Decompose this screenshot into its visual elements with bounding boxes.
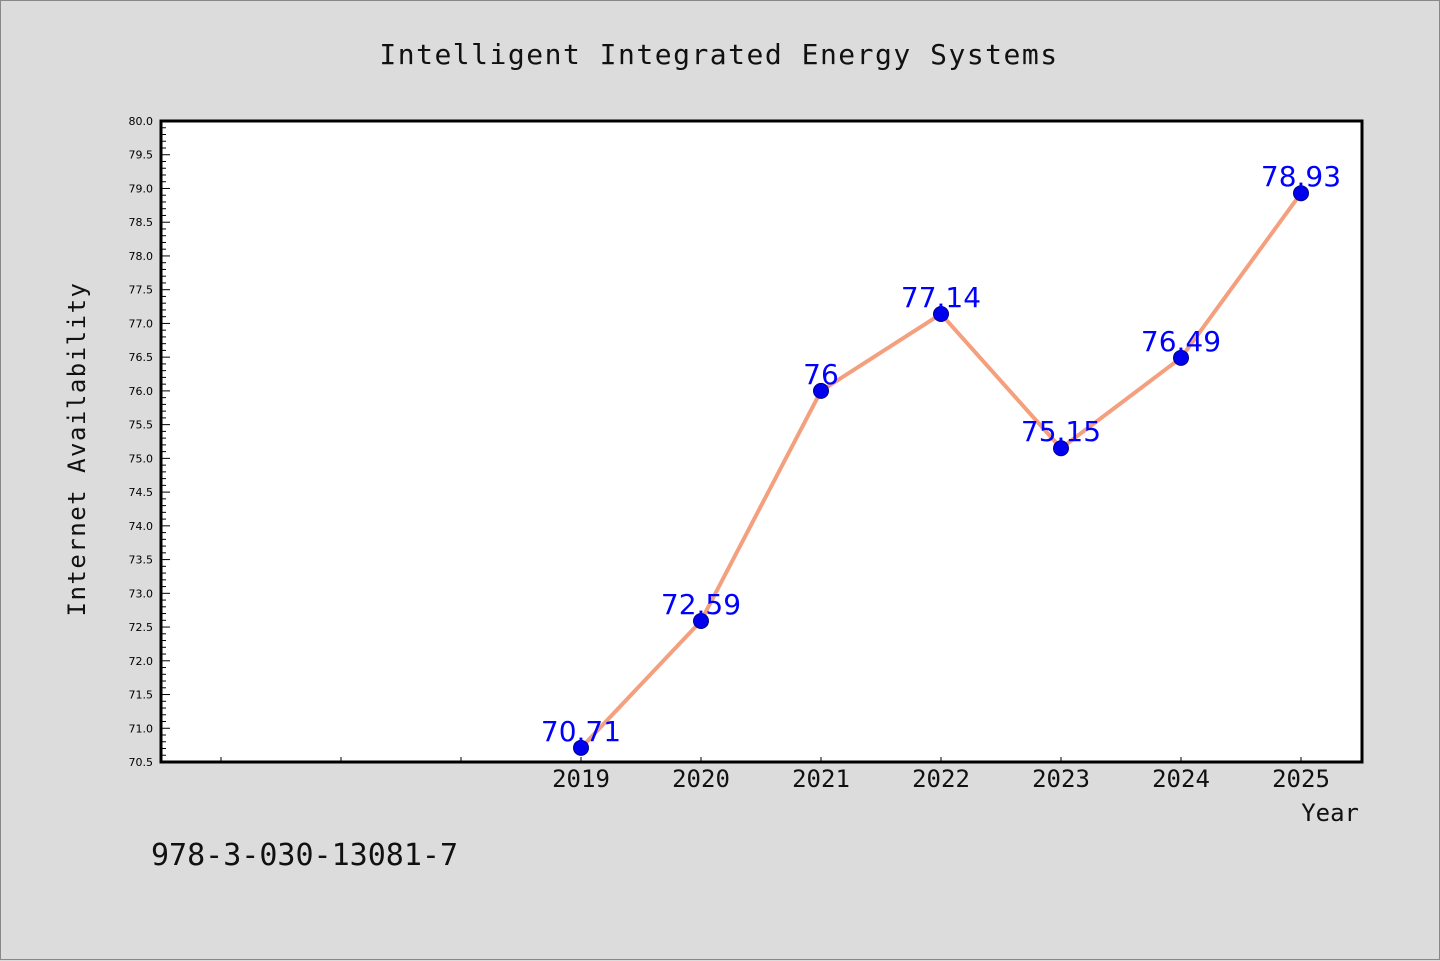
y-tick-label: 73.0 [129,587,154,600]
x-tick-label: 2021 [792,765,850,793]
y-tick-label: 73.5 [129,554,154,567]
data-point [1293,185,1309,202]
y-tick-label: 75.0 [129,452,154,465]
y-tick-label: 75.5 [129,419,154,432]
x-tick-label: 2022 [912,765,970,793]
x-axis-ticks: 2019 2020 2021 2022 2023 2024 2025 [220,757,1330,793]
x-tick-label: 2019 [552,765,610,793]
data-label: 76 [803,358,839,391]
data-label: 72.59 [661,588,741,621]
y-tick-label: 77.5 [129,284,154,297]
data-labels: 70.71 72.59 76 77.14 75.15 76.49 78.93 [541,160,1341,748]
data-label: 70.71 [541,715,621,748]
chart-title: Intelligent Integrated Energy Systems [379,38,1058,71]
y-tick-label: 79.5 [129,149,154,162]
isbn-text: 978-3-030-13081-7 [151,838,458,873]
y-tick-label: 78.5 [129,216,154,229]
y-tick-label: 74.0 [129,520,154,533]
y-axis-label: Internet Availability [63,282,91,617]
y-tick-label: 70.5 [129,756,154,769]
data-point [1053,440,1069,457]
plot-area [159,119,1364,764]
data-label: 77.14 [901,281,981,314]
y-tick-label: 76.5 [129,351,154,364]
y-tick-label: 77.0 [129,317,154,330]
data-point [693,612,709,629]
data-point [933,305,949,322]
y-axis-ticks: 70.5 71.0 71.5 72.0 72.5 73.0 73.5 74.0 74.5 75.0… [129,115,170,769]
data-label: 76.49 [1141,325,1221,358]
y-tick-label: 71.5 [129,689,154,702]
data-point [813,382,829,399]
y-tick-label: 72.5 [129,621,154,634]
data-point [1173,349,1189,366]
x-tick-label: 2025 [1272,765,1330,793]
x-tick-label: 2020 [672,765,730,793]
y-tick-label: 72.0 [129,655,154,668]
y-tick-label: 71.0 [129,722,154,735]
x-tick-label: 2023 [1032,765,1090,793]
data-label: 78.93 [1261,160,1341,193]
y-tick-label: 76.0 [129,385,154,398]
x-tick-label: 2024 [1152,765,1210,793]
y-tick-label: 78.0 [129,250,154,263]
y-tick-label: 80.0 [129,115,154,128]
y-tick-label: 79.0 [129,182,154,195]
x-axis-label: Year [1301,799,1359,827]
y-tick-label: 74.5 [129,486,154,499]
data-label: 75.15 [1021,415,1101,448]
series-line [573,185,1309,756]
data-point [573,739,589,756]
